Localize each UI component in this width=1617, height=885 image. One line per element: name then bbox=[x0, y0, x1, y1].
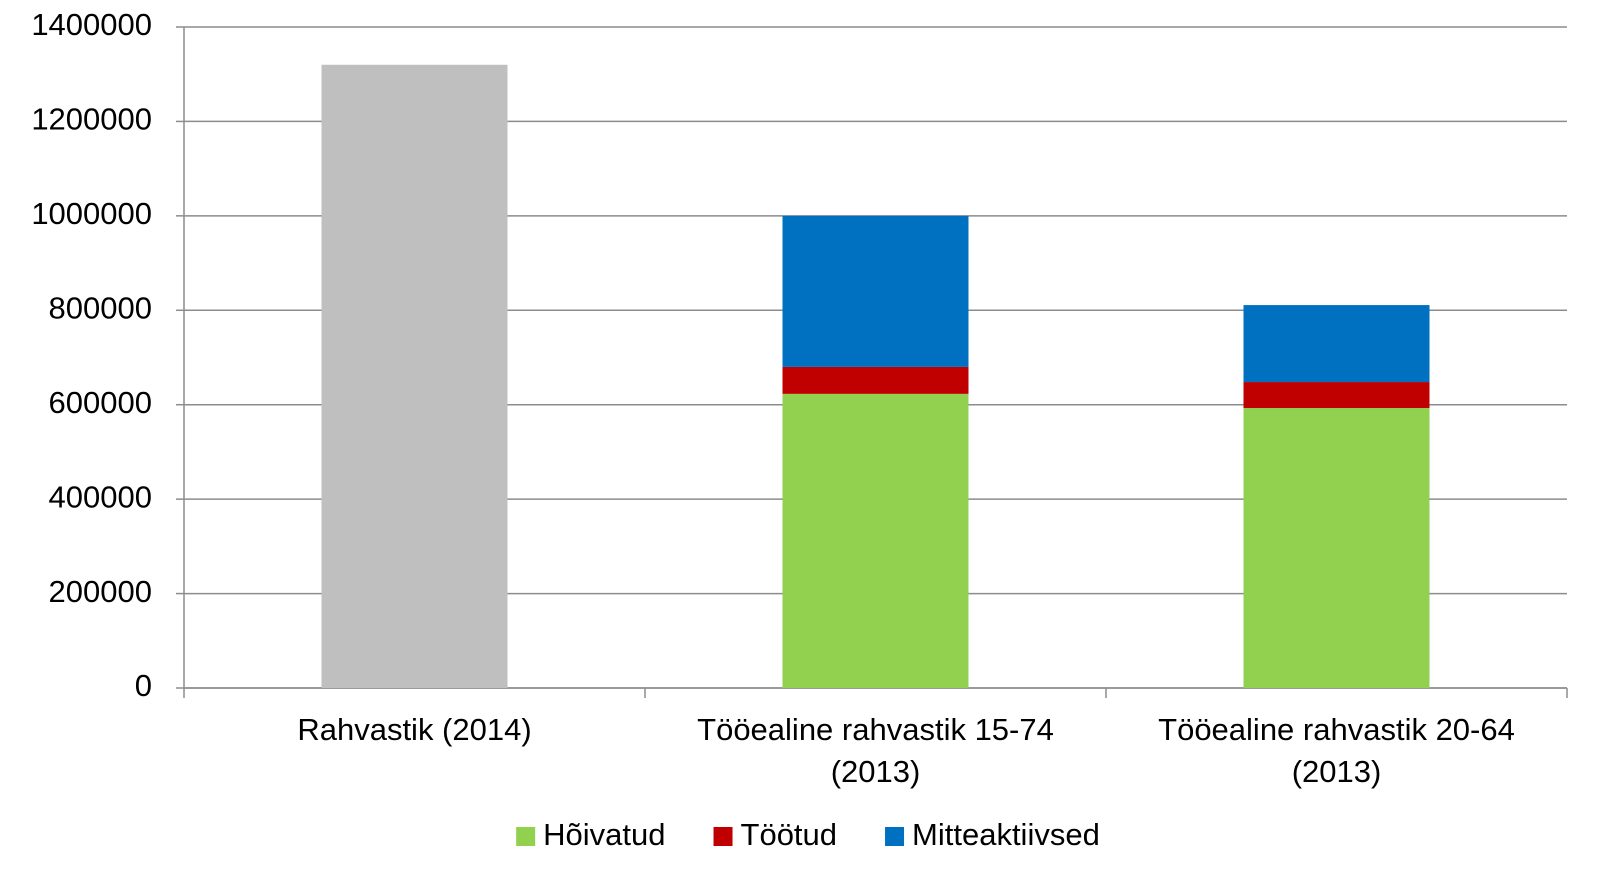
x-tick-label: Rahvastik (2014) bbox=[297, 712, 531, 747]
bar-segment bbox=[1243, 382, 1430, 409]
bar-segment bbox=[1243, 305, 1430, 383]
legend-swatch bbox=[516, 827, 536, 846]
legend-label: Hõivatud bbox=[543, 817, 665, 852]
y-tick-label: 800000 bbox=[49, 290, 152, 325]
legend-label: Töötud bbox=[741, 817, 838, 852]
legend-swatch bbox=[713, 827, 733, 846]
legend-swatch bbox=[885, 827, 905, 846]
x-tick-label: Tööealine rahvastik 15-74 (2013) bbox=[697, 712, 1054, 789]
bar-segment bbox=[782, 215, 969, 367]
y-tick-label: 1400000 bbox=[31, 7, 152, 42]
legend-label: Mitteaktiivsed bbox=[912, 817, 1100, 852]
bar-segment bbox=[782, 366, 969, 394]
y-tick-label: 0 bbox=[135, 668, 152, 703]
y-tick-label: 1200000 bbox=[31, 102, 152, 137]
y-tick-label: 1000000 bbox=[31, 196, 152, 231]
bar-segment bbox=[321, 64, 508, 689]
y-tick-label: 200000 bbox=[49, 574, 152, 609]
bar-segment bbox=[1243, 408, 1430, 688]
x-tick-label: Tööealine rahvastik 20-64 (2013) bbox=[1158, 712, 1515, 789]
y-tick-label: 600000 bbox=[49, 385, 152, 420]
y-tick-label: 400000 bbox=[49, 479, 152, 514]
bar-segment bbox=[782, 393, 969, 688]
